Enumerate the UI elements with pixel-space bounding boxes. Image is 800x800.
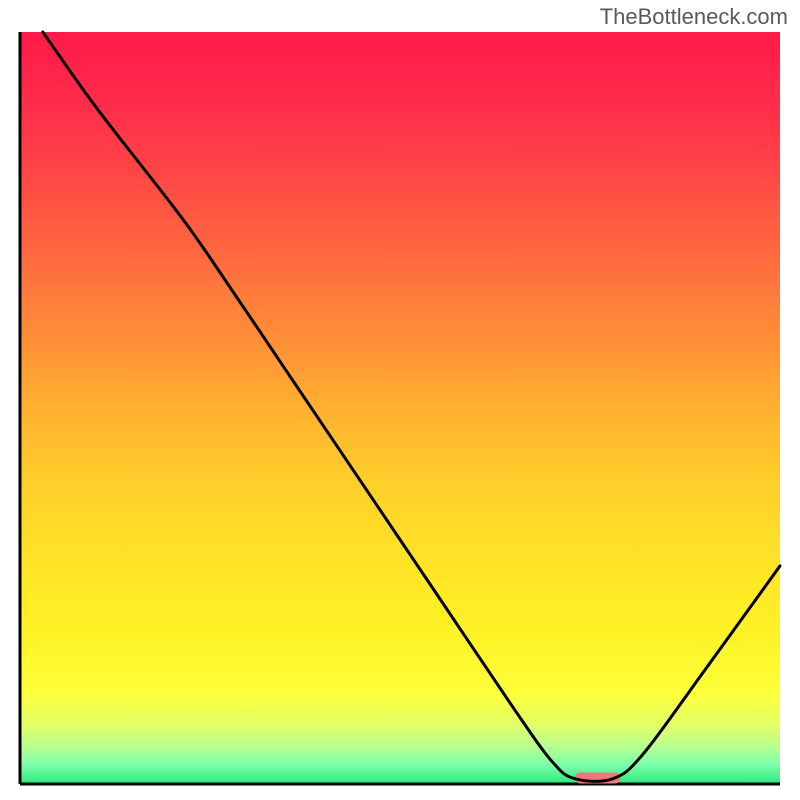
chart-svg bbox=[0, 0, 800, 800]
watermark-text: TheBottleneck.com bbox=[600, 4, 788, 30]
chart-background bbox=[20, 32, 780, 784]
bottleneck-chart: TheBottleneck.com bbox=[0, 0, 800, 800]
